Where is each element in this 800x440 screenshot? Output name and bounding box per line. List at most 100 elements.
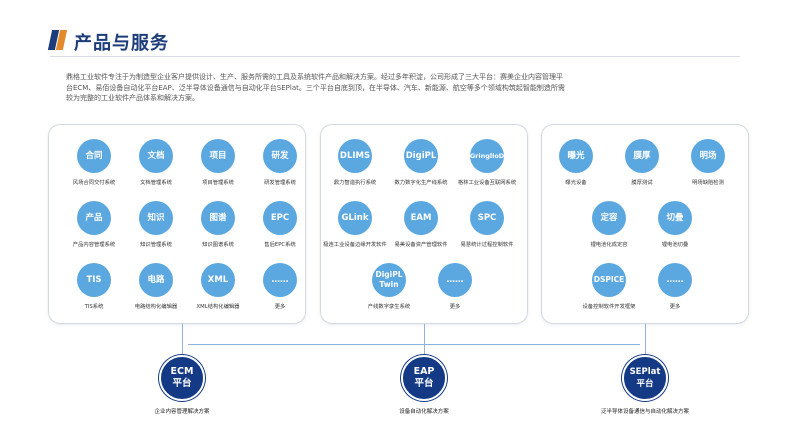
digital-twin-icon: DigiPL Twin: [372, 263, 406, 297]
product-caption: 曝光设备: [565, 180, 587, 186]
product-caption: 设备控制软件开发框架: [582, 304, 636, 310]
product-item-project[interactable]: 项目 项目管理系统: [178, 139, 258, 186]
product-caption: 文档管理系统: [140, 180, 172, 186]
product-caption: TIS系统: [84, 304, 104, 310]
product-item-gringllod[interactable]: GringlloD 格林工业设备互联网系统: [447, 139, 527, 186]
product-caption: 知识图谱系统: [202, 242, 234, 248]
exposure-icon: 曝光: [559, 139, 593, 173]
ecm-product-panel: 合同 风场合同交付系统 文档 文档管理系统 项目 项目管理系统 研发 研发管理系…: [48, 124, 306, 324]
graph-icon: 图谱: [201, 201, 235, 235]
product-item-graph[interactable]: 图谱 知识图谱系统: [178, 201, 258, 248]
more-icon: ……: [263, 263, 297, 297]
document-icon: 文档: [139, 139, 173, 173]
product-item-knowledge[interactable]: 知识 知识管理系统: [116, 201, 196, 248]
platform-connector-line: [188, 344, 640, 345]
product-caption: 电路结构化编辑器: [134, 304, 178, 310]
product-item-product[interactable]: 产品 产品内容管理系统: [54, 201, 134, 248]
contract-icon: 合同: [77, 139, 111, 173]
page-title: 产品与服务: [74, 33, 169, 54]
product-caption: 膜厚测试: [631, 180, 653, 186]
product-item-dspice[interactable]: DSPICE 设备控制软件开发框架: [569, 263, 649, 310]
company-description: 鼎格工业软件专注于为制造型企业客户提供设计、生产、服务所需的工具及系统软件产品和…: [66, 73, 565, 102]
product-item-epc[interactable]: EPC 售后EPC系统: [240, 201, 320, 248]
product-caption: 产线数字孪生系统: [367, 304, 411, 310]
product-caption: 极连工业设备边缘开发软件: [323, 242, 387, 248]
product-caption: XML结构化编辑器: [196, 304, 240, 310]
product-item-brightfield[interactable]: 明场 明场缺陷检测: [668, 139, 748, 186]
product-item-tis[interactable]: TIS TIS系统: [54, 263, 134, 310]
seplat-platform-badge: SEPlat 平台: [622, 355, 668, 401]
product-caption: 锂电池化成定容: [590, 242, 628, 248]
eam-icon: EAM: [404, 201, 438, 235]
product-item-spc[interactable]: SPC 易慧统计过程控制软件: [447, 201, 527, 248]
product-item-document[interactable]: 文档 文档管理系统: [116, 139, 196, 186]
ecm-connector: [182, 324, 183, 357]
product-item-contract[interactable]: 合同 风场合同交付系统: [54, 139, 134, 186]
project-icon: 项目: [201, 139, 235, 173]
digipl-icon: DigiPL: [404, 139, 438, 173]
product-item-more[interactable]: …… 更多: [240, 263, 320, 310]
product-caption: 易美设备资产管理软件: [394, 242, 448, 248]
more-icon: ……: [438, 263, 472, 297]
eap-connector: [424, 324, 425, 357]
seplat-product-panel: 曝光 曝光设备 膜厚 膜厚测试 明场 明场缺陷检测 定容 锂电池化成定容 切叠 …: [541, 124, 749, 324]
title-divider: [50, 56, 740, 57]
circuit-icon: 电路: [139, 263, 173, 297]
product-item-dlims[interactable]: DLIMS 鼎力智造执行系统: [315, 139, 395, 186]
product-item-xml[interactable]: XML XML结构化编辑器: [178, 263, 258, 310]
product-caption: 产品内容管理系统: [72, 242, 116, 248]
gringllod-icon: GringlloD: [470, 139, 504, 173]
product-item-capacity[interactable]: 定容 锂电池化成定容: [569, 201, 649, 248]
brightfield-icon: 明场: [691, 139, 725, 173]
product-icon: 产品: [77, 201, 111, 235]
product-caption: 数力数字化生产线系统: [394, 180, 448, 186]
product-caption: 更多: [274, 304, 286, 310]
product-caption: 风场合同交付系统: [72, 180, 116, 186]
product-item-glink[interactable]: GLink 极连工业设备边缘开发软件: [315, 201, 395, 248]
product-item-circuit[interactable]: 电路 电路结构化编辑器: [116, 263, 196, 310]
product-item-exposure[interactable]: 曝光 曝光设备: [536, 139, 616, 186]
product-caption: 售后EPC系统: [264, 242, 296, 248]
platform-caption: 设备自动化解决方案: [399, 409, 449, 415]
capacity-icon: 定容: [592, 201, 626, 235]
product-caption: 格林工业设备互联网系统: [457, 180, 517, 186]
product-caption: 易慧统计过程控制软件: [460, 242, 514, 248]
product-item-eam[interactable]: EAM 易美设备资产管理软件: [381, 201, 461, 248]
eap-product-panel: DLIMS 鼎力智造执行系统 DigiPL 数力数字化生产线系统 Gringll…: [320, 124, 528, 324]
product-item-digipl-twin[interactable]: DigiPL Twin 产线数字孪生系统: [349, 263, 429, 310]
product-item-rnd[interactable]: 研发 研发管理系统: [240, 139, 320, 186]
product-caption: 研发管理系统: [264, 180, 296, 186]
platform-caption: 企业内容管理解决方案: [154, 409, 210, 415]
eap-platform-badge: EAP 平台: [401, 355, 447, 401]
knowledge-icon: 知识: [139, 201, 173, 235]
epc-icon: EPC: [263, 201, 297, 235]
xml-icon: XML: [201, 263, 235, 297]
product-item-more[interactable]: …… 更多: [635, 263, 715, 310]
dlims-icon: DLIMS: [338, 139, 372, 173]
product-caption: 更多: [449, 304, 461, 310]
cut-stack-icon: 切叠: [658, 201, 692, 235]
seplat-connector: [645, 324, 646, 357]
glink-icon: GLink: [338, 201, 372, 235]
platform-seplat[interactable]: SEPlat 平台 泛半导体设备通信与自动化解决方案: [580, 355, 710, 415]
product-caption: 鼎力智造执行系统: [333, 180, 377, 186]
product-caption: 明场缺陷检测: [692, 180, 724, 186]
spc-icon: SPC: [470, 201, 504, 235]
product-item-film-thickness[interactable]: 膜厚 膜厚测试: [602, 139, 682, 186]
header-logo-mark: [47, 30, 68, 50]
product-caption: 更多: [669, 304, 681, 310]
platform-eap[interactable]: EAP 平台 设备自动化解决方案: [359, 355, 489, 415]
dspice-icon: DSPICE: [592, 263, 626, 297]
product-item-cut-stack[interactable]: 切叠 锂电池切叠: [635, 201, 715, 248]
tis-icon: TIS: [77, 263, 111, 297]
platform-caption: 泛半导体设备通信与自动化解决方案: [600, 409, 689, 415]
product-caption: 知识管理系统: [140, 242, 172, 248]
product-caption: 项目管理系统: [202, 180, 234, 186]
ecm-platform-badge: ECM 平台: [159, 355, 205, 401]
platform-ecm[interactable]: ECM 平台 企业内容管理解决方案: [117, 355, 247, 415]
product-item-more[interactable]: …… 更多: [415, 263, 495, 310]
product-caption: 锂电池切叠: [661, 242, 689, 248]
rnd-icon: 研发: [263, 139, 297, 173]
product-item-digipl[interactable]: DigiPL 数力数字化生产线系统: [381, 139, 461, 186]
film-thickness-icon: 膜厚: [625, 139, 659, 173]
